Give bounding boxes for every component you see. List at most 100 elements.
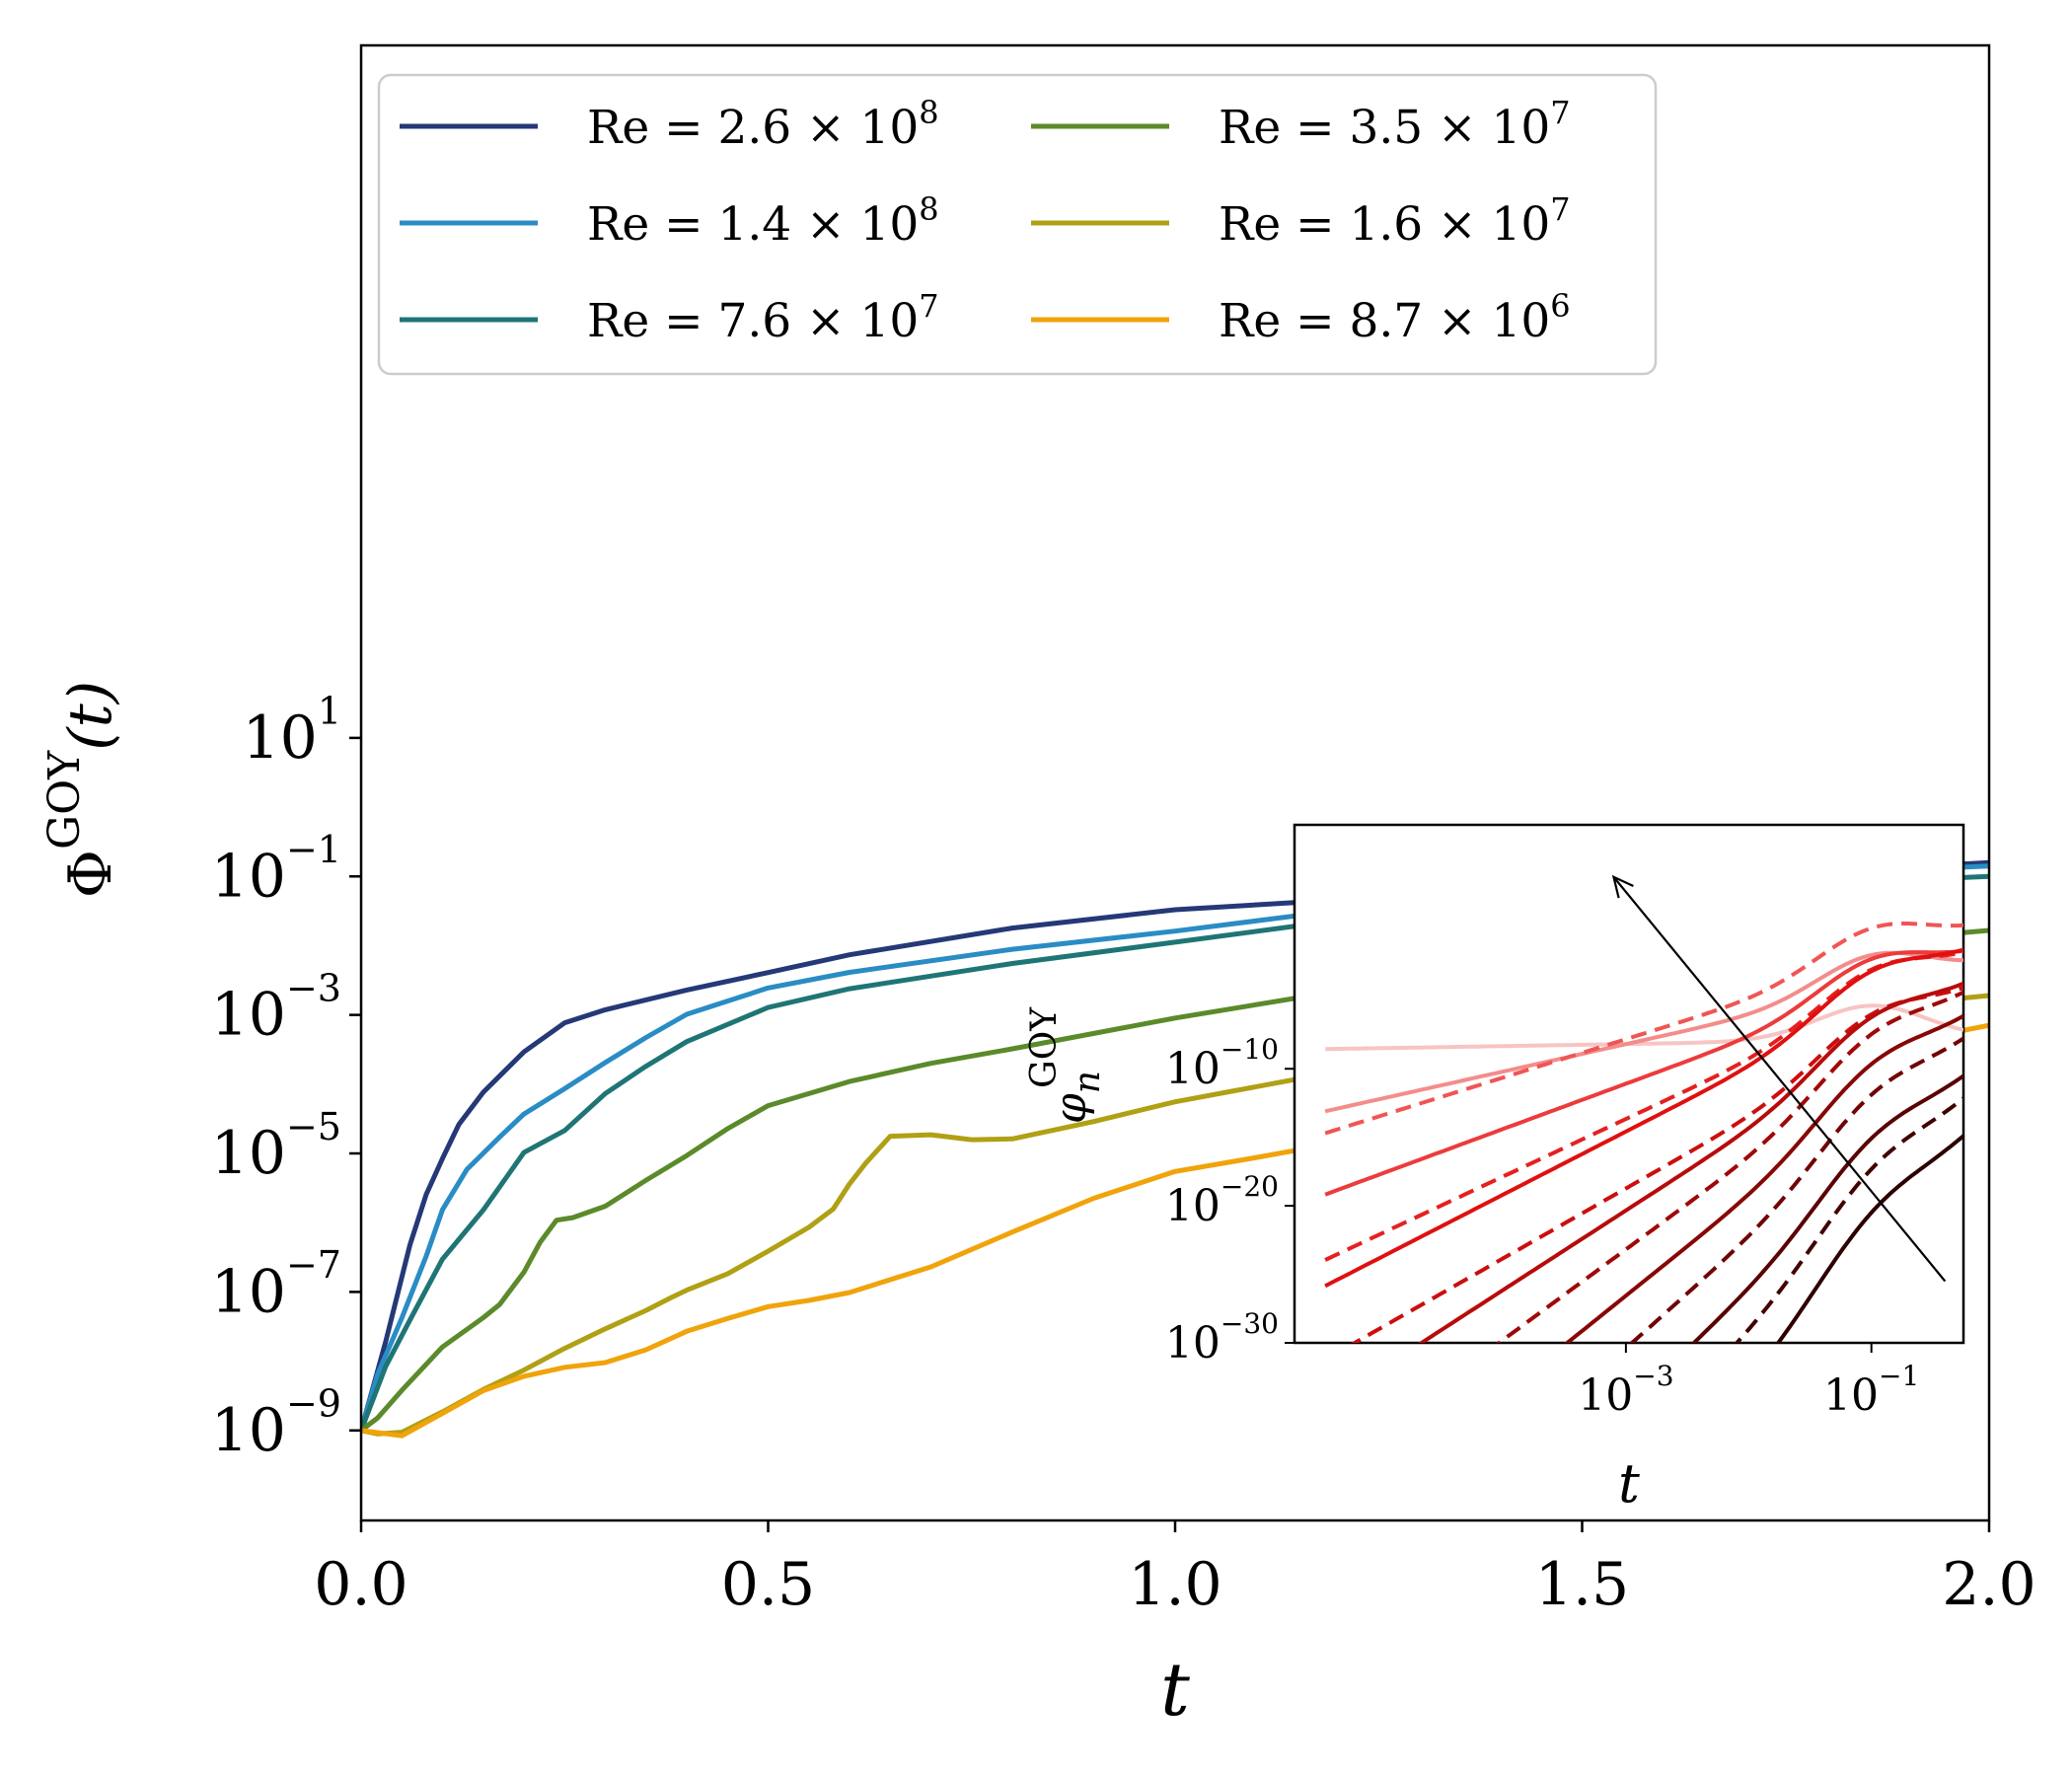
legend-label-4: Re = 3.5 × 107 [1219,94,1571,155]
legend-label-exponent: 8 [919,190,938,228]
y-axis-title-argument: (t) [56,681,125,751]
y-tick-label-5-base: 10 [211,1396,286,1465]
inset-y-tick-label-1: 10−20 [1165,1170,1279,1231]
y-tick-label-1-exponent: −1 [286,828,341,871]
y-tick-label-0-base: 10 [242,703,317,773]
legend-label-6: Re = 8.7 × 106 [1219,287,1571,348]
x-tick-label-4: 2.0 [1942,1550,2035,1619]
x-tick-label-1: 0.5 [721,1550,815,1619]
inset-series-line-14 [1775,1134,1963,1343]
legend-label-prefix: Re = [1219,197,1349,252]
x-axis-title: t [1160,1648,1190,1733]
legend-label-mantissa: 8.7 [1349,294,1423,348]
inset-y-tick-label-2-base: 10 [1165,1318,1221,1369]
inset-series-line-9 [1495,990,1963,1343]
y-tick-label-2-exponent: −3 [286,966,341,1009]
legend-label-base: × 10 [1423,101,1550,155]
y-tick-label-4-base: 10 [211,1257,286,1326]
inset-series-line-11 [1629,1036,1963,1343]
y-tick-label-4-exponent: −7 [286,1243,341,1287]
inset-y-axis-title-subscript: n [1068,1071,1108,1093]
inset-series-line-6 [1324,947,1963,1289]
x-tick-label-0: 0.0 [314,1550,407,1619]
inset-y-tick-label-0-exponent: −10 [1221,1033,1279,1066]
inset-series-line-13 [1734,1096,1963,1343]
legend-label-exponent: 7 [919,287,938,325]
inset-x-axis-title: t [1618,1452,1640,1515]
inset-arrow-line [1612,876,1947,1283]
legend-label-exponent: 8 [919,94,938,131]
legend-label-3: Re = 7.6 × 107 [587,287,939,348]
inset-y-tick-label-2: 10−30 [1165,1307,1279,1369]
inset-y-axis-title-superscript: GOY [1024,1006,1065,1088]
inset-y-axis-title: φnGOY [1024,1006,1108,1124]
legend-label-prefix: Re = [587,294,717,348]
legend-label-base: × 10 [791,101,919,155]
legend-label-base: × 10 [1423,197,1550,252]
inset-x-tick-label-0-base: 10 [1578,1370,1633,1421]
legend-label-2: Re = 1.4 × 108 [587,190,939,252]
inset-series-line-1 [1325,1003,1963,1052]
inset-x-tick-label-0: 10−3 [1578,1360,1673,1421]
y-tick-label-1-base: 10 [211,842,286,911]
legend-label-1: Re = 2.6 × 108 [587,94,939,155]
inset-series-line-4 [1324,948,1963,1197]
inset-y-tick-label-0: 10−10 [1165,1033,1279,1094]
y-tick-label-3: 10−5 [211,1105,341,1188]
y-tick-label-0: 101 [242,690,341,773]
legend-label-exponent: 7 [1550,94,1570,131]
inset-series-line-7 [1350,986,1963,1343]
inset-x-tick-label-0-exponent: −3 [1633,1360,1673,1392]
legend-label-mantissa: 1.6 [1349,197,1423,252]
inset-series-line-10 [1564,1013,1963,1343]
legend-label-prefix: Re = [1219,101,1349,155]
y-tick-label-4: 10−7 [211,1243,341,1326]
legend-label-base: × 10 [791,197,919,252]
inset-series-group [1324,922,1963,1343]
legend-label-mantissa: 3.5 [1349,101,1423,155]
y-tick-label-5: 10−9 [211,1382,341,1465]
y-tick-label-3-exponent: −5 [286,1105,341,1148]
inset-series-line-8 [1418,981,1963,1343]
legend-label-prefix: Re = [587,197,717,252]
inset-y-tick-label-1-exponent: −20 [1221,1170,1279,1203]
main-plot: 0.0 0.5 1.0 1.5 2.010110−110−310−510−710−9tΦ… [39,43,2036,1733]
inset-x-tick-label-1-base: 10 [1823,1370,1879,1421]
legend-label-prefix: Re = [587,101,717,155]
y-axis-title-base: Φ [56,850,125,898]
x-tick-label-2: 1.0 [1128,1550,1221,1619]
legend-label-mantissa: 2.6 [717,101,791,155]
inset-y-tick-label-0-base: 10 [1165,1044,1221,1094]
series-line-5 [361,993,1989,1437]
inset-arrow-head [1611,874,1634,899]
y-tick-label-2: 10−3 [211,966,341,1049]
y-tick-label-2-base: 10 [211,981,286,1050]
legend-label-5: Re = 1.6 × 107 [1219,190,1571,252]
inset-x-tick-label-1: 10−1 [1823,1360,1919,1421]
inset-y-tick-label-1-base: 10 [1165,1181,1221,1231]
inset-series-line-12 [1691,1073,1963,1343]
y-tick-label-0-exponent: 1 [318,690,341,733]
x-tick-label-3: 1.5 [1535,1550,1629,1619]
legend-label-exponent: 7 [1550,190,1570,228]
inset-y-tick-label-2-exponent: −30 [1221,1307,1279,1340]
legend-label-mantissa: 1.4 [717,197,791,252]
y-tick-label-1: 10−1 [211,828,341,911]
legend-label-prefix: Re = [1219,294,1349,348]
y-axis-title: ΦGOY(t) [39,681,125,898]
inset-x-tick-label-1-exponent: −1 [1879,1360,1919,1392]
legend-label-base: × 10 [791,294,919,348]
legend-label-exponent: 6 [1550,287,1570,325]
inset-y-axis-title-base: φ [1046,1093,1096,1124]
y-tick-label-3-base: 10 [211,1119,286,1188]
y-axis-title-superscript: GOY [39,750,90,850]
legend-label-base: × 10 [1423,294,1550,348]
legend-box [377,73,1658,376]
legend-label-mantissa: 7.6 [717,294,791,348]
inset-series-line-2 [1324,950,1963,1114]
y-tick-label-5-exponent: −9 [286,1382,341,1426]
inset-series-line-3 [1324,922,1963,1136]
